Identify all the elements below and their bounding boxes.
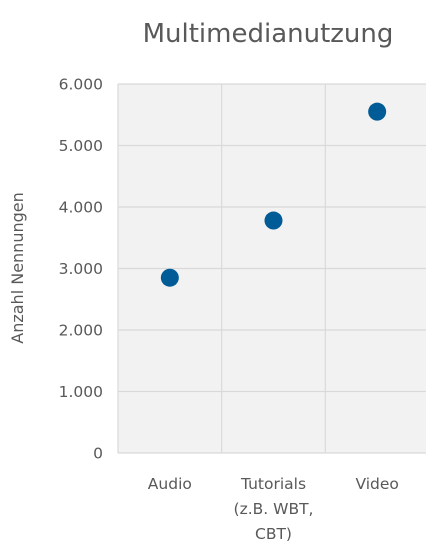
x-tick-label: Video xyxy=(355,475,398,493)
x-tick-label-line: Tutorials xyxy=(240,475,306,493)
y-tick-label: 4.000 xyxy=(59,199,103,217)
y-tick-label: 1.000 xyxy=(59,383,103,401)
x-tick-label: Audio xyxy=(148,475,192,493)
y-tick-label: 0 xyxy=(93,445,103,463)
y-axis-ticks: 0 1.000 2.000 3.000 4.000 5.000 6.000 xyxy=(59,76,103,463)
x-tick-label-line: Audio xyxy=(148,475,192,493)
x-tick-label-line: Video xyxy=(355,475,398,493)
gridlines xyxy=(117,83,426,454)
chart-title: Multimedianutzung xyxy=(143,19,394,49)
y-tick-label: 3.000 xyxy=(59,260,103,278)
x-tick-label-line: (z.B. WBT, xyxy=(234,500,314,518)
data-point xyxy=(160,268,179,287)
x-tick-label-line: CBT) xyxy=(255,525,292,543)
x-tick-label: Tutorials (z.B. WBT, CBT) xyxy=(234,475,314,543)
x-axis-ticks: Audio Tutorials (z.B. WBT, CBT) Video xyxy=(148,475,399,543)
data-points xyxy=(160,102,387,287)
y-tick-label: 2.000 xyxy=(59,322,103,340)
y-tick-label: 5.000 xyxy=(59,137,103,155)
y-axis-title: Anzahl Nennungen xyxy=(8,192,27,343)
y-tick-label: 6.000 xyxy=(59,76,103,94)
data-point xyxy=(368,102,387,121)
data-point xyxy=(264,211,283,230)
